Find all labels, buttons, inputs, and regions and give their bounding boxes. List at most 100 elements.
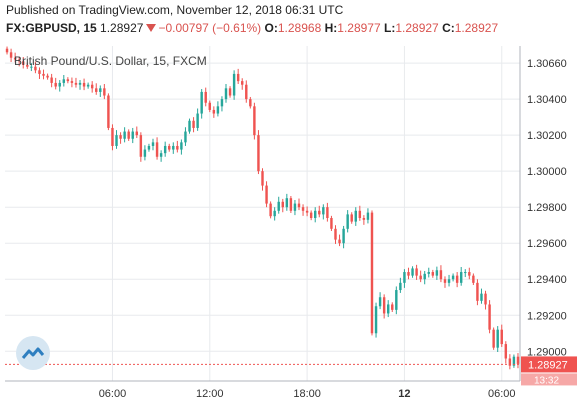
candle-body [9, 52, 13, 58]
candle-body [366, 212, 370, 220]
down-triangle-icon [146, 24, 157, 32]
candle-body [46, 75, 49, 78]
candle-body [464, 272, 467, 274]
last-price-tag-label: 1.28927 [528, 359, 568, 371]
candle-body [293, 203, 297, 211]
time-badge [521, 373, 577, 386]
candle-body [273, 210, 276, 217]
candle-body [95, 88, 98, 92]
candle-body [395, 290, 398, 310]
symbol-label[interactable]: FX:GBPUSD [6, 21, 77, 35]
candle-body [257, 135, 260, 172]
quote-line: FX:GBPUSD, 15 1.28927 −0.00797 (−0.61%) O… [6, 21, 499, 35]
candle-body [362, 218, 366, 220]
candle-body [277, 201, 280, 211]
candle-body [163, 145, 167, 154]
candle-body [99, 88, 102, 92]
open-label: O: [264, 21, 278, 35]
candle-body [419, 275, 422, 280]
candle-body [196, 113, 199, 128]
candle-body [241, 81, 244, 85]
candle-body [314, 210, 317, 219]
y-tick-label: 1.29000 [527, 346, 567, 358]
candle-body [334, 228, 337, 240]
y-tick-label: 1.29200 [527, 310, 567, 322]
published-caption: Published on TradingView.com, November 1… [6, 3, 344, 17]
candle-body [143, 149, 147, 157]
candle-body [281, 201, 284, 208]
low-value: 1.28927 [395, 21, 439, 35]
candle-body [200, 91, 203, 114]
last-price: 1.28927 [100, 21, 144, 35]
candle-body [455, 275, 459, 283]
candle-body [415, 268, 418, 276]
candle-body [34, 66, 37, 71]
candle-body [184, 131, 187, 143]
open-value: 1.28968 [277, 21, 322, 35]
candle-body [168, 145, 171, 150]
candle-body [370, 212, 374, 334]
candle-body [155, 142, 159, 157]
candle-body [123, 131, 126, 139]
candle-body [427, 272, 430, 274]
candle-body [423, 273, 426, 280]
candle-body [147, 145, 151, 150]
candle-body [488, 304, 491, 330]
candle-body [500, 329, 503, 345]
candle-body [504, 344, 508, 359]
candle-body [346, 214, 349, 229]
chart-title: British Pound/U.S. Dollar, 15, FXCM [14, 54, 207, 68]
candle-body [30, 66, 33, 68]
candle-body [374, 306, 378, 334]
high-label: H: [324, 21, 338, 35]
candle-body [82, 82, 86, 87]
candle-body [62, 79, 66, 83]
candle-body [403, 272, 406, 283]
high-value: 1.28977 [337, 21, 381, 35]
candle-body [330, 218, 333, 229]
candle-body [151, 142, 155, 146]
y-tick-label: 1.29600 [527, 238, 567, 250]
candle-body [516, 356, 520, 364]
candle-body [439, 270, 443, 280]
candle-body [13, 57, 17, 60]
low-label: L: [384, 21, 396, 35]
candle-body [216, 106, 220, 114]
candle-body [208, 102, 211, 110]
candle-body [232, 73, 236, 96]
x-tick-label: 06:00 [488, 388, 516, 400]
candle-body [127, 131, 130, 139]
candle-body [297, 203, 301, 208]
candle-body [285, 198, 289, 208]
candle-body [435, 270, 439, 276]
candle-body [378, 297, 382, 307]
candle-body [212, 109, 216, 114]
candle-body [115, 135, 118, 146]
candle-body [496, 329, 499, 348]
interval-label[interactable]: 15 [83, 21, 97, 35]
candle-body [468, 272, 471, 276]
candle-body [220, 99, 224, 107]
candle-body [86, 84, 90, 87]
candle-body [253, 106, 256, 136]
candle-body [135, 131, 139, 136]
candle-body [492, 329, 495, 348]
candle-body [350, 214, 353, 222]
candle-body [159, 153, 163, 157]
close-value: 1.28927 [454, 21, 499, 35]
candle-body [26, 64, 29, 67]
candle-body [447, 279, 451, 283]
x-tick-label: 06:00 [99, 388, 127, 400]
candle-body [338, 239, 341, 244]
candle-body [180, 142, 183, 150]
candle-body [172, 145, 175, 150]
candle-body [342, 228, 345, 244]
candle-body [176, 145, 179, 150]
candle-body [431, 272, 435, 276]
candle-body [74, 82, 78, 85]
tradingview-logo-icon[interactable] [16, 336, 50, 370]
candle-body [399, 282, 402, 291]
candle-body [289, 198, 293, 211]
candle-body [42, 73, 45, 76]
